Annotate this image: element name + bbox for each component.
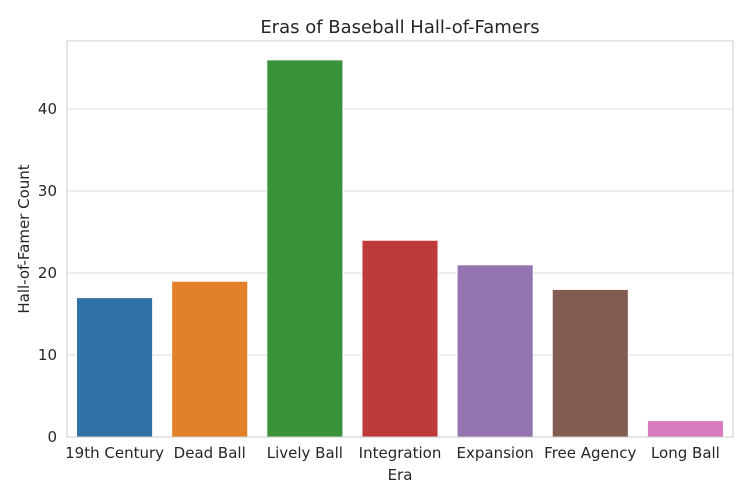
bar-dead-ball	[171, 280, 249, 438]
bar-integration	[361, 239, 439, 438]
x-tick-labels: 19th Century Dead Ball Lively Ball Integrat…	[65, 444, 720, 462]
x-tick-label: Lively Ball	[267, 444, 343, 462]
x-tick-label: Integration	[359, 444, 442, 462]
plot-frame	[66, 40, 734, 438]
y-axis-title: Hall-of-Famer Count	[15, 164, 33, 313]
bar-long-ball	[646, 420, 724, 438]
x-tick-label: 19th Century	[65, 444, 164, 462]
x-axis-title: Era	[388, 466, 413, 484]
x-tick-label: Long Ball	[651, 444, 720, 462]
bar-19th-century	[76, 297, 154, 438]
x-tick-label: Expansion	[457, 444, 534, 462]
y-tick-label: 40	[38, 100, 57, 118]
chart-title: Eras of Baseball Hall-of-Famers	[260, 17, 539, 38]
bar-lively-ball	[266, 59, 344, 438]
x-tick-label: Dead Ball	[174, 444, 246, 462]
y-tick-label: 30	[38, 182, 57, 200]
y-tick-label: 20	[38, 264, 57, 282]
y-tick-label: 10	[38, 346, 57, 364]
bars	[76, 59, 724, 438]
x-tick-label: Free Agency	[544, 444, 636, 462]
bar-expansion	[456, 264, 534, 438]
y-tick-labels: 0 10 20 30 40	[38, 100, 57, 446]
y-tick-label: 0	[47, 428, 57, 446]
bar-free-agency	[551, 288, 629, 438]
